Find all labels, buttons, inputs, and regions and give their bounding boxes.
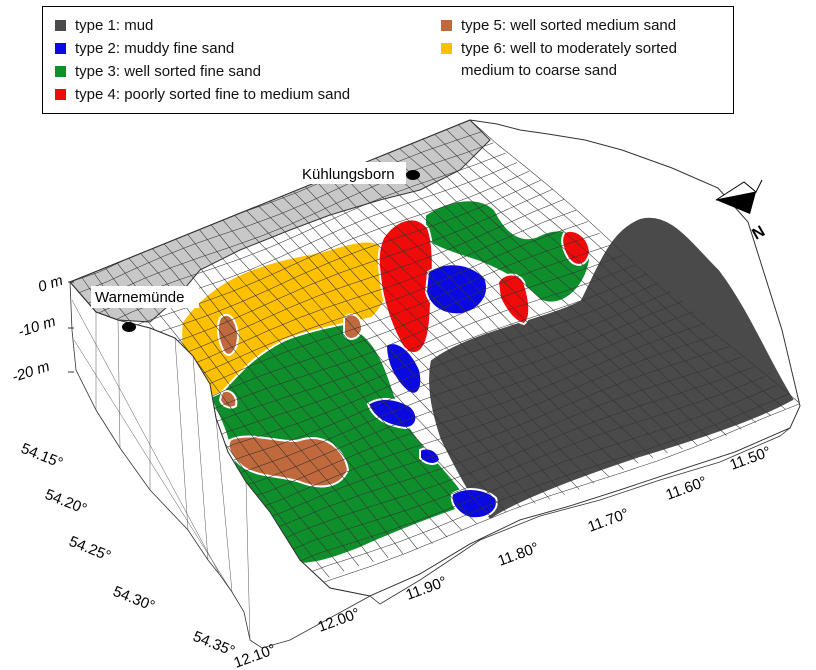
swatch-coarse-sand xyxy=(441,43,452,54)
lat-label-4: 54.30° xyxy=(111,583,158,615)
patch-muddy-fine-sand-1 xyxy=(424,263,488,316)
kuehlungsborn-label-bg xyxy=(298,162,406,184)
legend: type 1: mud type 2: muddy fine sand type… xyxy=(42,6,734,114)
lon-label-6: 11.60° xyxy=(664,473,710,503)
depth-label-0: 0 m xyxy=(36,272,65,296)
swatch-mud xyxy=(55,20,66,31)
warnemuende-marker xyxy=(122,322,136,332)
sediment-patches xyxy=(180,199,797,566)
swatch-muddy-fine-sand xyxy=(55,43,66,54)
legend-item-type6-line2: medium to coarse sand xyxy=(461,62,617,79)
patch-muddy-fine-sand-2 xyxy=(384,342,423,395)
patch-mud xyxy=(427,215,797,522)
swatch-well-sorted-fine-sand xyxy=(55,66,66,77)
warnemuende-label: Warnemünde xyxy=(95,289,185,306)
patch-muddy-fine-sand-4 xyxy=(419,447,442,465)
patch-medium-sand-2 xyxy=(216,313,240,356)
depth-label-10: -10 m xyxy=(16,313,58,341)
lat-label-2: 54.20° xyxy=(43,486,90,518)
patch-poorly-sorted-1 xyxy=(377,218,434,355)
lon-label-4: 11.80° xyxy=(496,539,542,569)
kuehlungsborn-marker xyxy=(406,170,420,180)
warnemuende-label-bg xyxy=(91,286,199,308)
swatch-poorly-sorted-sand xyxy=(55,89,66,100)
lon-label-1: 12.10° xyxy=(232,641,279,670)
swatch-medium-sand xyxy=(441,20,452,31)
patch-poorly-sorted-3 xyxy=(561,230,592,266)
lat-label-5: 54.35° xyxy=(191,628,238,660)
kuehlungsborn-label: Kühlungsborn xyxy=(302,166,395,183)
patch-medium-sand-4 xyxy=(218,390,238,409)
patch-poorly-sorted-2 xyxy=(496,273,531,326)
lon-label-5: 11.70° xyxy=(586,505,632,535)
depth-label-20: -20 m xyxy=(10,358,52,386)
depth-ticks xyxy=(68,281,74,373)
block-right-wall xyxy=(369,427,791,605)
lat-label-1: 54.15° xyxy=(19,440,66,472)
front-wall-mesh xyxy=(71,299,251,641)
lat-label-3: 54.25° xyxy=(67,533,114,565)
surface-mesh xyxy=(70,120,800,592)
